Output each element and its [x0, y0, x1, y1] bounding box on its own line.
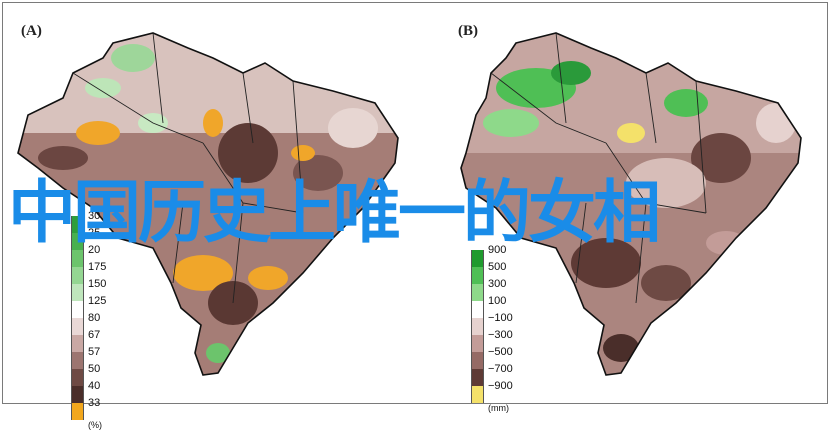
- legend-label: 50: [88, 363, 101, 375]
- legend-unit: (mm): [488, 403, 509, 413]
- legend-row: −900: [471, 380, 531, 403]
- legend-swatch: [471, 386, 484, 403]
- legend-label: 80: [88, 312, 101, 324]
- panel-label-a: (A): [21, 23, 42, 39]
- legend-row: 125: [71, 295, 131, 318]
- legend-label: 67: [88, 329, 101, 341]
- legend-label: −700: [488, 363, 513, 375]
- legend-swatch: [71, 386, 84, 403]
- legend-b: 900 500 300 100 −100 −300 −500 −700 −900 (mm): [471, 244, 531, 413]
- legend-swatch: [471, 352, 484, 369]
- legend-label: 900: [488, 244, 507, 256]
- legend-label: −500: [488, 346, 513, 358]
- legend-swatch: [471, 284, 484, 301]
- legend-swatch: [71, 352, 84, 369]
- legend-swatch: [471, 250, 484, 267]
- legend-row: 500: [471, 261, 531, 284]
- legend-label: 30: [88, 210, 101, 222]
- legend-swatch: [471, 318, 484, 335]
- legend-swatch: [71, 250, 84, 267]
- legend-row: 50: [71, 363, 131, 386]
- legend-label: −300: [488, 329, 513, 341]
- legend-row: 33: [71, 397, 131, 420]
- legend-row: 900: [471, 244, 531, 267]
- legend-row: 25: [71, 227, 131, 250]
- legend-label: 175: [88, 261, 107, 273]
- legend-swatch: [471, 301, 484, 318]
- legend-swatch: [471, 369, 484, 386]
- legend-row: 175: [71, 261, 131, 284]
- legend-row: 80: [71, 312, 131, 335]
- brazil-map-b: [460, 32, 802, 376]
- legend-row: 20: [71, 244, 131, 267]
- legend-row: 30: [71, 210, 131, 233]
- overlay-watermark-text: 中国历史上唯一的女相: [8, 174, 661, 253]
- legend-swatch: [71, 216, 84, 233]
- legend-row: 150: [71, 278, 131, 301]
- legend-row: −100: [471, 312, 531, 335]
- legend-swatch: [471, 335, 484, 352]
- panel-label-b: (B): [458, 23, 478, 39]
- legend-unit: (%): [88, 420, 102, 430]
- legend-label: 300: [488, 278, 507, 290]
- legend-label: −100: [488, 312, 513, 324]
- legend-label: 25: [88, 227, 101, 239]
- legend-swatch: [71, 301, 84, 318]
- legend-label: 20: [88, 244, 101, 256]
- legend-label: 100: [488, 295, 507, 307]
- legend-row: 300: [471, 278, 531, 301]
- legend-row: 40: [71, 380, 131, 403]
- legend-row: 57: [71, 346, 131, 369]
- panel-a: (A) 30 25 20 175 150 125 80 67 57 50 40 33 (%): [3, 3, 416, 430]
- legend-label: 125: [88, 295, 107, 307]
- legend-label: 40: [88, 380, 101, 392]
- legend-row: −500: [471, 346, 531, 369]
- legend-label: 150: [88, 278, 107, 290]
- legend-row: −300: [471, 329, 531, 352]
- legend-label: 33: [88, 397, 101, 409]
- legend-row: 67: [71, 329, 131, 352]
- legend-label: −900: [488, 380, 513, 392]
- legend-swatch: [71, 284, 84, 301]
- legend-swatch: [71, 318, 84, 335]
- legend-swatch: [71, 369, 84, 386]
- legend-row: 100: [471, 295, 531, 318]
- legend-label: 500: [488, 261, 507, 273]
- legend-swatch: [71, 267, 84, 284]
- legend-label: 57: [88, 346, 101, 358]
- panel-b: (B) 900 500 300 100 −100 −300 −500 −700 −900 (mm): [416, 3, 829, 413]
- legend-swatch: [71, 335, 84, 352]
- legend-swatch: [471, 267, 484, 284]
- legend-swatch: [71, 403, 84, 420]
- legend-swatch: [71, 233, 84, 250]
- legend-row: −700: [471, 363, 531, 386]
